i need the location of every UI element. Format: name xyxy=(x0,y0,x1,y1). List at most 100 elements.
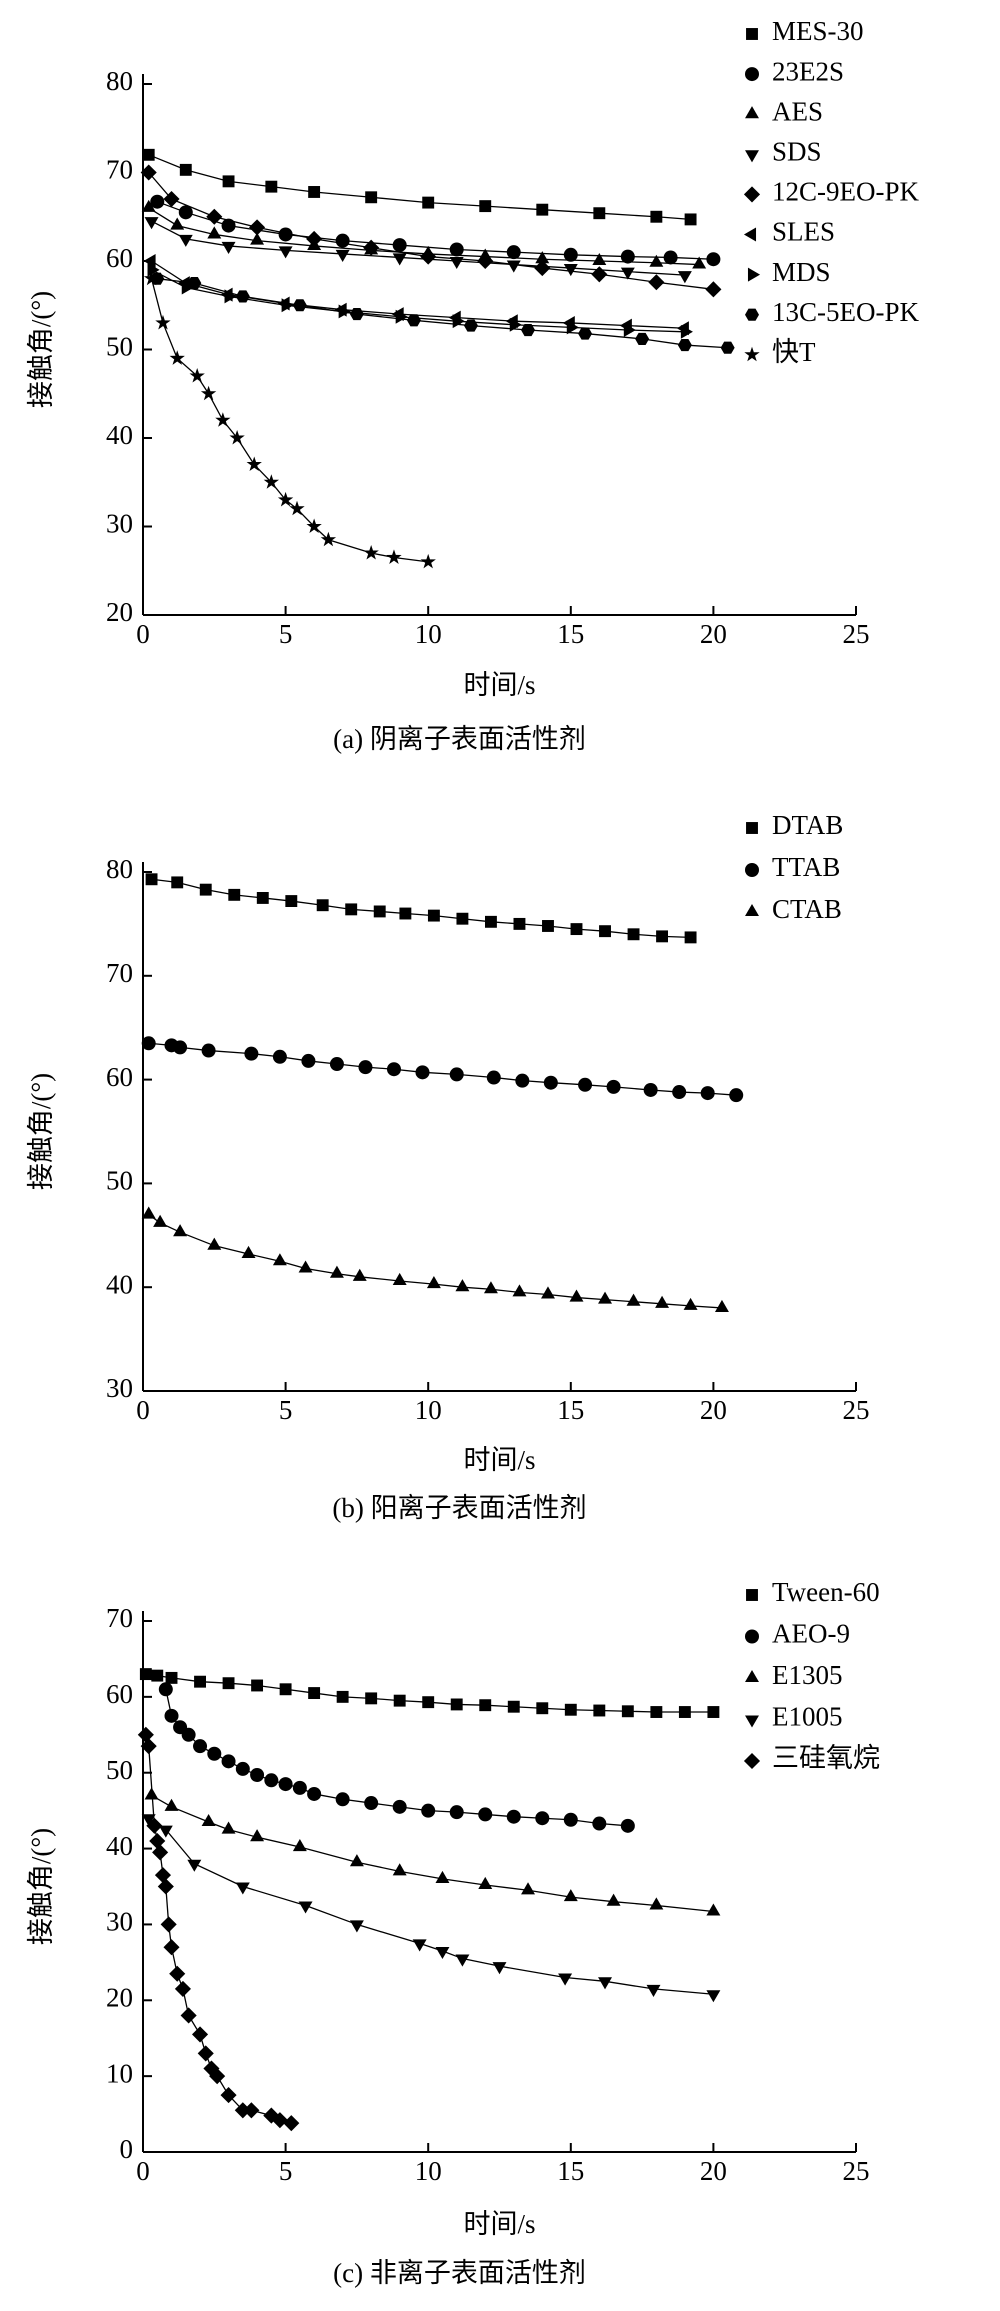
data-point xyxy=(338,304,351,319)
x-tick-label: 20 xyxy=(700,2156,727,2186)
x-tick-label: 0 xyxy=(136,1395,150,1425)
data-point xyxy=(392,1272,407,1285)
legend-label: E1305 xyxy=(772,1660,843,1690)
data-point xyxy=(592,252,607,266)
data-point xyxy=(272,1253,287,1266)
series-line xyxy=(157,278,728,349)
x-tick-label: 0 xyxy=(136,2156,150,2186)
data-point xyxy=(250,232,265,245)
data-point xyxy=(235,1761,250,1776)
legend-label: 23E2S xyxy=(772,56,844,86)
data-point xyxy=(563,1812,578,1827)
data-point xyxy=(335,233,350,248)
legend-label: Tween-60 xyxy=(772,1577,880,1607)
data-point xyxy=(207,1237,222,1250)
data-point xyxy=(352,1268,367,1281)
data-point xyxy=(229,429,245,445)
data-point xyxy=(570,923,583,936)
y-tick-label: 20 xyxy=(106,1982,133,2012)
x-tick-label: 0 xyxy=(136,619,150,649)
data-point xyxy=(141,1036,156,1051)
data-point xyxy=(566,320,579,335)
data-point xyxy=(181,280,194,295)
legend-label: 13C-5EO-PK xyxy=(772,297,919,327)
data-point xyxy=(449,1067,464,1082)
data-point xyxy=(292,1839,307,1852)
data-point xyxy=(187,277,202,290)
data-point xyxy=(449,1805,464,1820)
data-point xyxy=(621,1705,634,1718)
data-point xyxy=(201,1813,216,1827)
data-point xyxy=(145,873,158,886)
data-point xyxy=(477,252,494,270)
data-point xyxy=(363,545,379,560)
data-point xyxy=(506,245,521,260)
y-tick-label: 80 xyxy=(106,854,133,884)
data-point xyxy=(141,1814,156,1827)
data-point xyxy=(392,1799,407,1814)
legend-marker xyxy=(744,346,760,362)
data-point xyxy=(150,194,165,209)
data-point xyxy=(358,1060,373,1075)
data-point xyxy=(620,267,635,280)
data-point xyxy=(142,148,155,161)
data-point xyxy=(521,1882,535,1895)
data-point xyxy=(193,1739,208,1754)
legend-marker xyxy=(745,863,759,877)
data-point xyxy=(336,1690,349,1703)
data-point xyxy=(421,1803,436,1818)
data-point xyxy=(706,252,721,267)
data-point xyxy=(271,2112,288,2129)
data-point xyxy=(246,456,262,472)
data-point xyxy=(707,1706,720,1718)
series-line xyxy=(148,1817,714,1995)
legend-label: MES-30 xyxy=(772,16,864,46)
data-point xyxy=(199,883,212,896)
data-point xyxy=(154,1867,172,1884)
data-point xyxy=(281,298,294,313)
data-point xyxy=(507,1700,520,1713)
data-point xyxy=(672,1085,687,1100)
data-point xyxy=(483,1281,498,1294)
data-point xyxy=(165,1671,178,1684)
series-line xyxy=(148,172,714,290)
legend-label: MDS xyxy=(772,257,831,287)
data-point xyxy=(435,1946,450,1960)
data-point xyxy=(455,1279,470,1292)
data-point xyxy=(684,213,697,226)
y-tick-label: 50 xyxy=(106,1166,133,1196)
x-tick-label: 20 xyxy=(700,1395,727,1425)
legend-label: SLES xyxy=(772,217,835,247)
data-point xyxy=(191,2026,209,2043)
data-point xyxy=(215,412,231,427)
data-point xyxy=(349,308,364,321)
x-axis-label: 时间/s xyxy=(463,1445,535,1475)
data-point xyxy=(626,1293,641,1306)
caption: (b) 阳离子表面活性剂 xyxy=(332,1493,586,1523)
data-point xyxy=(152,1844,169,1861)
data-point xyxy=(534,260,551,277)
legend-marker xyxy=(745,903,759,917)
data-point xyxy=(627,928,640,941)
data-point xyxy=(606,1893,621,1906)
data-point xyxy=(513,917,526,930)
data-point xyxy=(164,1798,179,1811)
data-point xyxy=(593,207,606,220)
legend-marker xyxy=(746,822,758,834)
data-point xyxy=(479,1699,492,1712)
data-point xyxy=(249,219,266,236)
data-point xyxy=(692,256,707,269)
legend-marker xyxy=(746,28,758,40)
data-point xyxy=(515,1073,530,1088)
data-point xyxy=(307,1786,322,1801)
data-point xyxy=(187,1859,202,1872)
data-point xyxy=(163,191,180,208)
y-tick-label: 70 xyxy=(106,1603,133,1633)
data-point xyxy=(298,1901,313,1914)
data-point xyxy=(365,191,378,204)
data-point xyxy=(463,319,478,332)
legend-label: CTAB xyxy=(772,894,842,924)
data-point xyxy=(137,1726,154,1743)
data-point xyxy=(263,474,279,489)
